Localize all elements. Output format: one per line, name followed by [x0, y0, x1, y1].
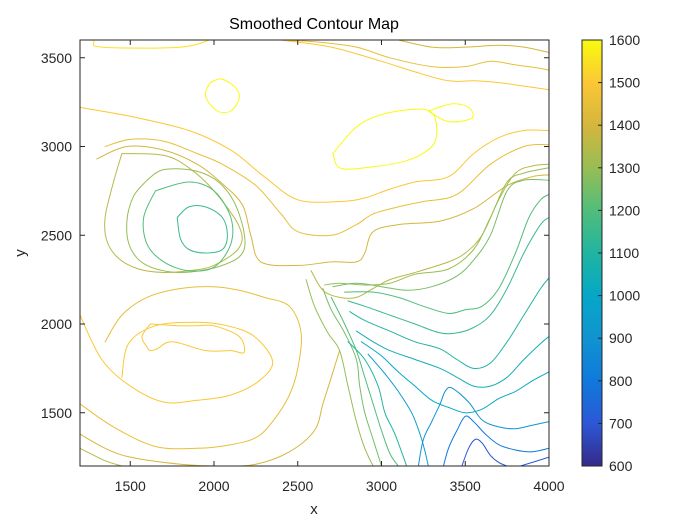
- contour-line-1400: [80, 350, 341, 466]
- x-tick-label: 4000: [533, 478, 564, 494]
- colorbar-tick-label: 1300: [609, 160, 640, 176]
- colorbar-tick-label: 800: [609, 373, 633, 389]
- contour-line-700: [461, 438, 508, 466]
- contour-line-1150: [176, 205, 228, 254]
- contour-line-1300: [324, 167, 549, 286]
- y-axis: 1500 2000 2500 3000 3500: [41, 50, 549, 421]
- colorbar-tick-label: 700: [609, 415, 633, 431]
- contour-line-1200: [142, 181, 234, 272]
- contour-line-1450: [80, 286, 302, 450]
- x-tick-label: 3500: [450, 478, 481, 494]
- contour-line-700: [520, 456, 549, 466]
- colorbar-ticks: 600 700 800 900 1000 1100 1200 1300 1400 1500 1600: [598, 32, 640, 474]
- x-tick-label: 2500: [282, 478, 313, 494]
- contour-line-1600: [427, 103, 474, 123]
- contour-line-800: [443, 415, 549, 466]
- contour-line-900: [417, 386, 549, 466]
- contour-line-1200: [330, 296, 399, 466]
- x-axis: 1500 2000 2500 3000 3500 4000: [115, 40, 565, 494]
- contour-line-1350: [310, 163, 549, 299]
- contour-line-1500: [280, 40, 549, 91]
- colorbar-tick-label: 1000: [609, 288, 640, 304]
- contour-line-1050: [355, 330, 549, 388]
- contour-line-1100: [347, 341, 408, 466]
- contour-lines: [80, 40, 549, 466]
- x-tick-label: 3000: [366, 478, 397, 494]
- colorbar-tick-label: 1400: [609, 117, 640, 133]
- contour-line-1300: [126, 168, 246, 273]
- contour-line-1450: [280, 40, 549, 71]
- contour-line-1500: [80, 106, 549, 203]
- contour-line-1450: [104, 138, 549, 237]
- contour-line-950: [367, 353, 429, 466]
- contour-line-1600: [204, 78, 240, 114]
- colorbar-tick-label: 900: [609, 330, 633, 346]
- contour-line-1600: [332, 108, 438, 170]
- contour-line-1400: [96, 145, 549, 267]
- y-tick-label: 2500: [41, 227, 72, 243]
- y-tick-label: 1500: [41, 405, 72, 421]
- contour-line-1250: [332, 178, 549, 291]
- contour-line-1000: [360, 341, 549, 414]
- x-tick-label: 2000: [198, 478, 229, 494]
- contour-line-1100: [349, 277, 549, 370]
- contour-line-1200: [344, 193, 549, 314]
- chart-title: Smoothed Contour Map: [229, 16, 399, 33]
- x-axis-label: x: [310, 501, 318, 518]
- contour-line-1400: [396, 40, 549, 53]
- contour-line-1250: [322, 288, 382, 466]
- contour-line-1550: [92, 40, 211, 49]
- y-tick-label: 3000: [41, 139, 72, 155]
- colorbar-tick-label: 600: [609, 458, 633, 474]
- colorbar-tick-label: 1200: [609, 202, 640, 218]
- contour-line-1350: [80, 447, 123, 466]
- y-tick-label: 3500: [41, 50, 72, 66]
- plot-frame: [79, 39, 550, 467]
- contour-line-1500: [141, 323, 246, 354]
- x-tick-label: 1500: [115, 478, 146, 494]
- contour-line-1150: [347, 217, 549, 335]
- colorbar-tick-label: 1600: [609, 32, 640, 48]
- y-axis-label: y: [12, 249, 29, 257]
- colorbar-tick-label: 1500: [609, 75, 640, 91]
- contour-line-1300: [305, 279, 374, 466]
- y-tick-label: 2000: [41, 316, 72, 332]
- colorbar-tick-label: 1100: [609, 245, 639, 261]
